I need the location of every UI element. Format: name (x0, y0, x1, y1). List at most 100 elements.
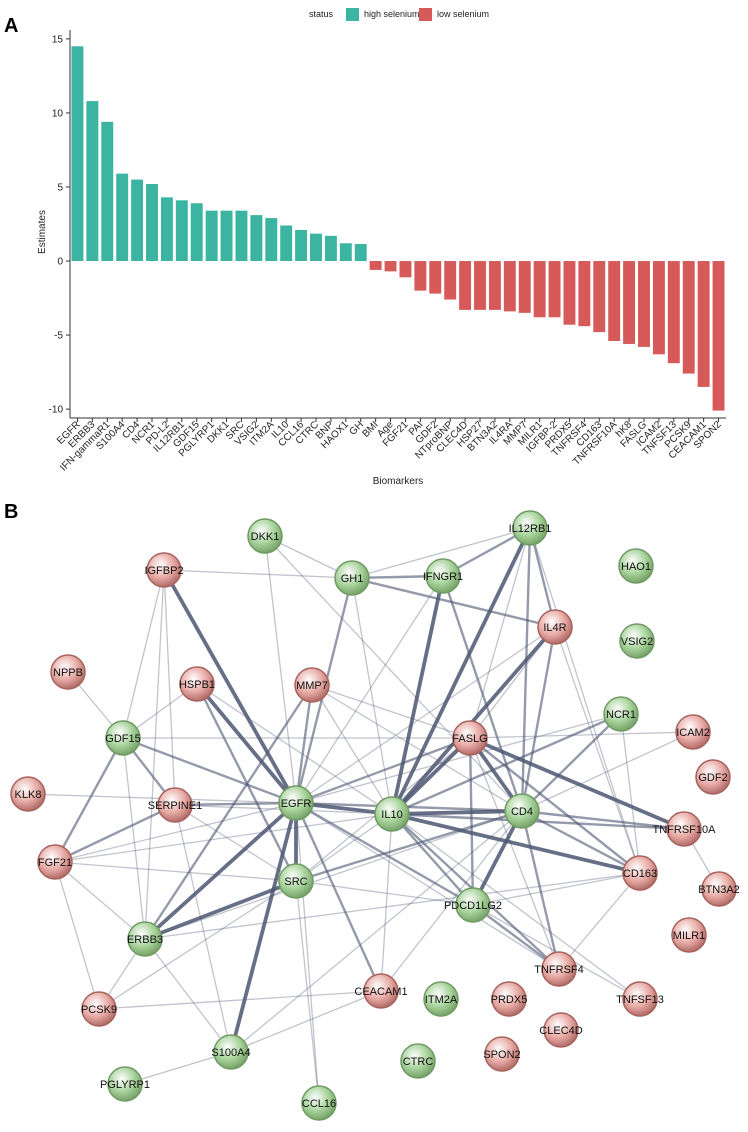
edge-s100a4-ceacam1 (230, 990, 382, 1053)
node-prdx5[interactable]: PRDX5 (491, 981, 528, 1017)
node-il4r[interactable]: IL4R (537, 609, 573, 645)
node-src[interactable]: SRC (278, 863, 314, 899)
node-gh1[interactable]: GH1 (334, 560, 370, 596)
node-s100a4[interactable]: S100A4 (211, 1034, 251, 1070)
node-vsig2[interactable]: VSIG2 (619, 623, 655, 659)
edge-src-ccl16 (295, 880, 320, 1104)
edge-cd163-il4r (554, 626, 641, 874)
node-clec4d[interactable]: CLEC4D (539, 1012, 583, 1048)
node-label: EGFR (281, 798, 312, 810)
node-pdcd1lg2[interactable]: PDCD1LG2 (444, 887, 502, 923)
node-klk8[interactable]: KLK8 (10, 776, 46, 812)
node-circle (127, 921, 163, 957)
node-nppb[interactable]: NPPB (50, 654, 86, 690)
bar-ncr1 (146, 184, 158, 262)
node-ctrc[interactable]: CTRC (400, 1043, 436, 1079)
edge-cd163-pdcd1lg2 (472, 872, 641, 906)
node-circle (363, 973, 399, 1009)
edge-ncr1-cd4 (520, 712, 623, 813)
node-label: ICAM2 (676, 727, 710, 739)
node-label: GH1 (341, 573, 364, 585)
bar-faslg (638, 261, 650, 347)
edge-igfbp2-serpine1 (163, 569, 176, 806)
edge-il4r-faslg (469, 626, 556, 739)
node-label: SRC (284, 876, 307, 888)
bar-cd4 (131, 179, 144, 262)
node-ifngr1[interactable]: IFNGR1 (423, 558, 463, 594)
node-tnfsf13[interactable]: TNFSF13 (616, 981, 664, 1017)
node-hao1[interactable]: HAO1 (618, 548, 654, 584)
node-cd4[interactable]: CD4 (504, 793, 540, 829)
bar-vsig2 (250, 215, 263, 262)
edge-src-pdcd1lg2 (295, 880, 474, 906)
node-itm2a[interactable]: ITM2A (423, 981, 459, 1017)
edge-faslg-icam2 (469, 731, 694, 739)
node-gdf2[interactable]: GDF2 (695, 759, 731, 795)
edge-gh1-il10 (351, 577, 393, 815)
edge-il10-tnfsf13 (391, 813, 641, 1000)
node-ccl16[interactable]: CCL16 (301, 1085, 337, 1121)
node-label: FGF21 (38, 857, 72, 869)
node-circle (278, 863, 314, 899)
node-label: GDF2 (698, 772, 727, 784)
bar-pcsk9 (682, 261, 695, 374)
node-tnfrsf4[interactable]: TNFRSF4 (534, 951, 584, 987)
node-ceacam1[interactable]: CEACAM1 (354, 973, 408, 1009)
node-label: IGFBP2 (144, 565, 183, 577)
network-edges (27, 526, 720, 1104)
node-label: KLK8 (15, 789, 42, 801)
node-gdf15[interactable]: GDF15 (105, 720, 141, 756)
edge-gh1-il4r (350, 576, 557, 629)
edge-igfbp2-erbb3 (144, 569, 165, 940)
legend-label-low: low selenium (437, 9, 489, 19)
node-milr1[interactable]: MILR1 (671, 917, 707, 953)
node-circle (537, 609, 573, 645)
node-label: PCSK9 (81, 1004, 117, 1016)
edge-pdcd1lg2-tnfrsf4 (471, 903, 561, 971)
y-tick-label: 15 (52, 34, 64, 45)
bar-clec4d (459, 261, 472, 310)
node-circle (512, 510, 548, 546)
node-circle (541, 951, 577, 987)
y-ticks: -10 -5 0 5 10 15 (49, 34, 70, 416)
y-tick-label: 0 (57, 257, 63, 268)
node-label: FASLG (452, 733, 487, 745)
node-label: IL12RB1 (509, 523, 552, 535)
node-pglyrp1[interactable]: PGLYRP1 (100, 1066, 150, 1102)
edge-il10-pdcd1lg2 (390, 812, 475, 907)
edge-il4r-cd4 (520, 625, 557, 813)
node-label: SPON2 (483, 1049, 520, 1061)
node-erbb3[interactable]: ERBB3 (127, 921, 163, 957)
bar-mmp7 (518, 261, 531, 313)
edge-ifngr1-egfr (295, 575, 444, 804)
node-egfr[interactable]: EGFR (278, 785, 314, 821)
node-serpine1[interactable]: SERPINE1 (148, 787, 202, 823)
node-il12rb1[interactable]: IL12RB1 (509, 510, 552, 546)
node-mmp7[interactable]: MMP7 (294, 667, 330, 703)
node-igfbp2[interactable]: IGFBP2 (144, 552, 184, 588)
bar-ceacam1 (697, 261, 710, 387)
node-hspb1[interactable]: HSPB1 (179, 666, 215, 702)
edge-cd4-ceacam1 (380, 810, 523, 992)
node-circle (491, 981, 527, 1017)
edge-s100a4-cd4 (230, 810, 523, 1053)
node-cd163[interactable]: CD163 (622, 855, 658, 891)
node-icam2[interactable]: ICAM2 (675, 714, 711, 750)
node-spon2[interactable]: SPON2 (483, 1036, 521, 1072)
y-axis-title: Estimates (37, 210, 48, 254)
node-fgf21[interactable]: FGF21 (37, 844, 73, 880)
edge-mmp7-cd4 (311, 684, 523, 812)
node-dkk1[interactable]: DKK1 (247, 518, 283, 554)
node-label: S100A4 (211, 1047, 250, 1059)
node-ncr1[interactable]: NCR1 (603, 696, 639, 732)
node-pcsk9[interactable]: PCSK9 (81, 991, 117, 1027)
node-label: CEACAM1 (354, 986, 407, 998)
edge-egfr-fgf21 (54, 802, 297, 863)
node-btn3a2[interactable]: BTN3A2 (698, 871, 740, 907)
node-il10[interactable]: IL10 (374, 796, 410, 832)
y-tick-label: -10 (49, 405, 64, 416)
node-tnfrsf10a[interactable]: TNFRSF10A (653, 811, 717, 847)
node-faslg[interactable]: FASLG (452, 720, 488, 756)
bar-ifn-gammar1 (101, 121, 114, 262)
